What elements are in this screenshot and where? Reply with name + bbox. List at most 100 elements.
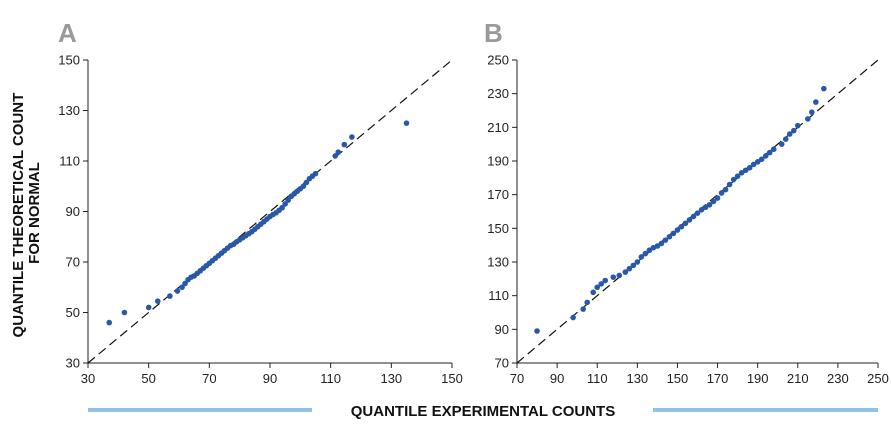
panel-b-data-point bbox=[714, 195, 721, 201]
panel-b-data-point bbox=[630, 262, 637, 269]
panel-b-data-point bbox=[706, 201, 713, 208]
panel-b-data-point bbox=[626, 265, 633, 272]
panel-a-points bbox=[106, 120, 410, 326]
panel-b-y-tick-label: 130 bbox=[487, 255, 509, 270]
panel-b-data-point bbox=[794, 122, 801, 129]
panel-b-data-point bbox=[590, 289, 597, 296]
panel-b-data-point bbox=[598, 281, 605, 287]
panel-a-data-point bbox=[312, 170, 319, 177]
panel-a-data-point bbox=[106, 319, 113, 326]
panel-a-data-point bbox=[167, 293, 173, 299]
panel-a-data-point bbox=[121, 309, 128, 316]
panel-b-data-point bbox=[646, 247, 653, 254]
panel-a-label: A bbox=[58, 18, 77, 48]
panel-b-data-point bbox=[690, 213, 697, 220]
panel-b-x-tick-label: 70 bbox=[510, 371, 524, 386]
panel-a-reference-line bbox=[87, 59, 453, 364]
panel-b-x-tick-label: 150 bbox=[667, 371, 689, 386]
panel-b-data-point bbox=[682, 220, 689, 227]
panel-b-data-point bbox=[710, 198, 717, 205]
panel-b-y-tick-label: 250 bbox=[487, 53, 509, 68]
panel-b-data-point bbox=[782, 136, 789, 142]
panel-a-data-point bbox=[341, 141, 348, 148]
panel-a-data-point bbox=[349, 134, 355, 140]
panel-a-x-tick-label: 50 bbox=[141, 371, 155, 386]
panel-a-data-point bbox=[279, 204, 285, 211]
y-axis-title-line1: QUANTILE THEORETICAL COUNT bbox=[10, 93, 27, 338]
panel-b-data-point bbox=[642, 250, 649, 257]
panel-a-y-tick-label: 110 bbox=[59, 154, 80, 169]
panel-b-data-point bbox=[634, 259, 641, 265]
panel-b-x-tick-label: 190 bbox=[747, 371, 769, 386]
panel-b-data-point bbox=[790, 127, 797, 134]
panel-a-data-point bbox=[403, 120, 410, 126]
panel-b-label: B bbox=[484, 18, 503, 48]
panel-a-data-point bbox=[182, 280, 188, 287]
panel-b-data-point bbox=[754, 159, 761, 165]
panel-b-y-tick-label: 150 bbox=[487, 221, 509, 236]
panel-b-x-tick-label: 110 bbox=[587, 371, 608, 386]
panel-b-data-point bbox=[786, 131, 793, 137]
panel-b-data-point bbox=[742, 167, 749, 174]
panel-b-data-point bbox=[809, 109, 815, 115]
panel-a-data-point bbox=[285, 197, 292, 203]
panel-b-data-point bbox=[610, 274, 617, 280]
panel-b-data-point bbox=[750, 161, 757, 168]
panel-b-data-point bbox=[722, 186, 729, 193]
panel-b-data-point bbox=[730, 176, 737, 183]
panel-b-data-point bbox=[726, 181, 733, 188]
panel-b-data-point bbox=[638, 254, 645, 260]
panel-b-data-point bbox=[594, 284, 601, 291]
panel-b-data-point bbox=[746, 164, 753, 171]
panel-b-x-tick-label: 230 bbox=[827, 371, 849, 386]
panel-a-data-point bbox=[300, 183, 307, 190]
y-axis-title-line2: FOR NORMAL bbox=[26, 162, 43, 264]
panel-b-data-point bbox=[534, 328, 540, 334]
panel-a-y-tick-label: 30 bbox=[66, 356, 80, 371]
panel-b-data-point bbox=[734, 173, 741, 179]
panel-a-data-point bbox=[303, 179, 310, 186]
panel-b-x-tick-label: 170 bbox=[707, 371, 729, 386]
panel-b-y-tick-label: 210 bbox=[487, 120, 509, 135]
panel-a-y-tick-label: 70 bbox=[66, 255, 80, 270]
panel-b-x-tick-label: 90 bbox=[550, 371, 564, 386]
panel-b-points bbox=[534, 85, 827, 334]
panel-b-data-point bbox=[602, 277, 609, 284]
panel-b-data-point bbox=[770, 146, 777, 153]
panel-b-data-point bbox=[686, 217, 693, 223]
panel-a-x-tick-label: 30 bbox=[81, 371, 95, 386]
panel-b-y-tick-label: 230 bbox=[487, 86, 509, 101]
panel-b-y-tick-label: 70 bbox=[495, 356, 509, 371]
panel-b-data-point bbox=[670, 230, 677, 237]
panel-b-x-tick-label: 130 bbox=[626, 371, 648, 386]
panel-a-x-tick-label: 70 bbox=[202, 371, 216, 386]
panel-a-x-tick-label: 90 bbox=[263, 371, 277, 386]
panel-b-data-point bbox=[584, 299, 590, 306]
panel-a-y-tick-label: 130 bbox=[58, 103, 80, 118]
panel-b-data-point bbox=[702, 204, 709, 211]
panel-a-y-tick-label: 150 bbox=[58, 53, 80, 68]
panel-a: A 30 50 70 90 110 130 150 30 50 70 90 110 130 150 bbox=[58, 18, 463, 386]
panel-a-data-point bbox=[154, 298, 161, 304]
panel-a-data-point bbox=[174, 288, 181, 294]
panel-b-data-point bbox=[662, 237, 669, 243]
panel-b: B 70 90 110 130 150 170 190 210 230 250 70 90 110 130 1… bbox=[484, 18, 889, 386]
panel-a-data-point bbox=[332, 153, 339, 159]
panel-b-data-point bbox=[658, 240, 665, 247]
panel-a-data-point bbox=[335, 149, 342, 155]
panel-a-data-point bbox=[145, 304, 152, 311]
panel-b-data-point bbox=[698, 207, 705, 213]
panel-a-x-tick-label: 130 bbox=[380, 371, 402, 386]
panel-b-reference-line bbox=[516, 59, 879, 364]
panel-b-data-point bbox=[694, 210, 701, 216]
panel-b-data-point bbox=[678, 223, 685, 230]
panel-a-data-point bbox=[179, 284, 185, 291]
panel-b-data-point bbox=[762, 153, 769, 159]
panel-b-data-point bbox=[570, 314, 576, 321]
panel-b-data-point bbox=[718, 190, 725, 196]
panel-b-data-point bbox=[580, 306, 586, 312]
panel-b-data-point bbox=[738, 169, 745, 176]
panel-b-data-point bbox=[805, 116, 811, 122]
panel-a-y-tick-label: 50 bbox=[66, 305, 80, 320]
